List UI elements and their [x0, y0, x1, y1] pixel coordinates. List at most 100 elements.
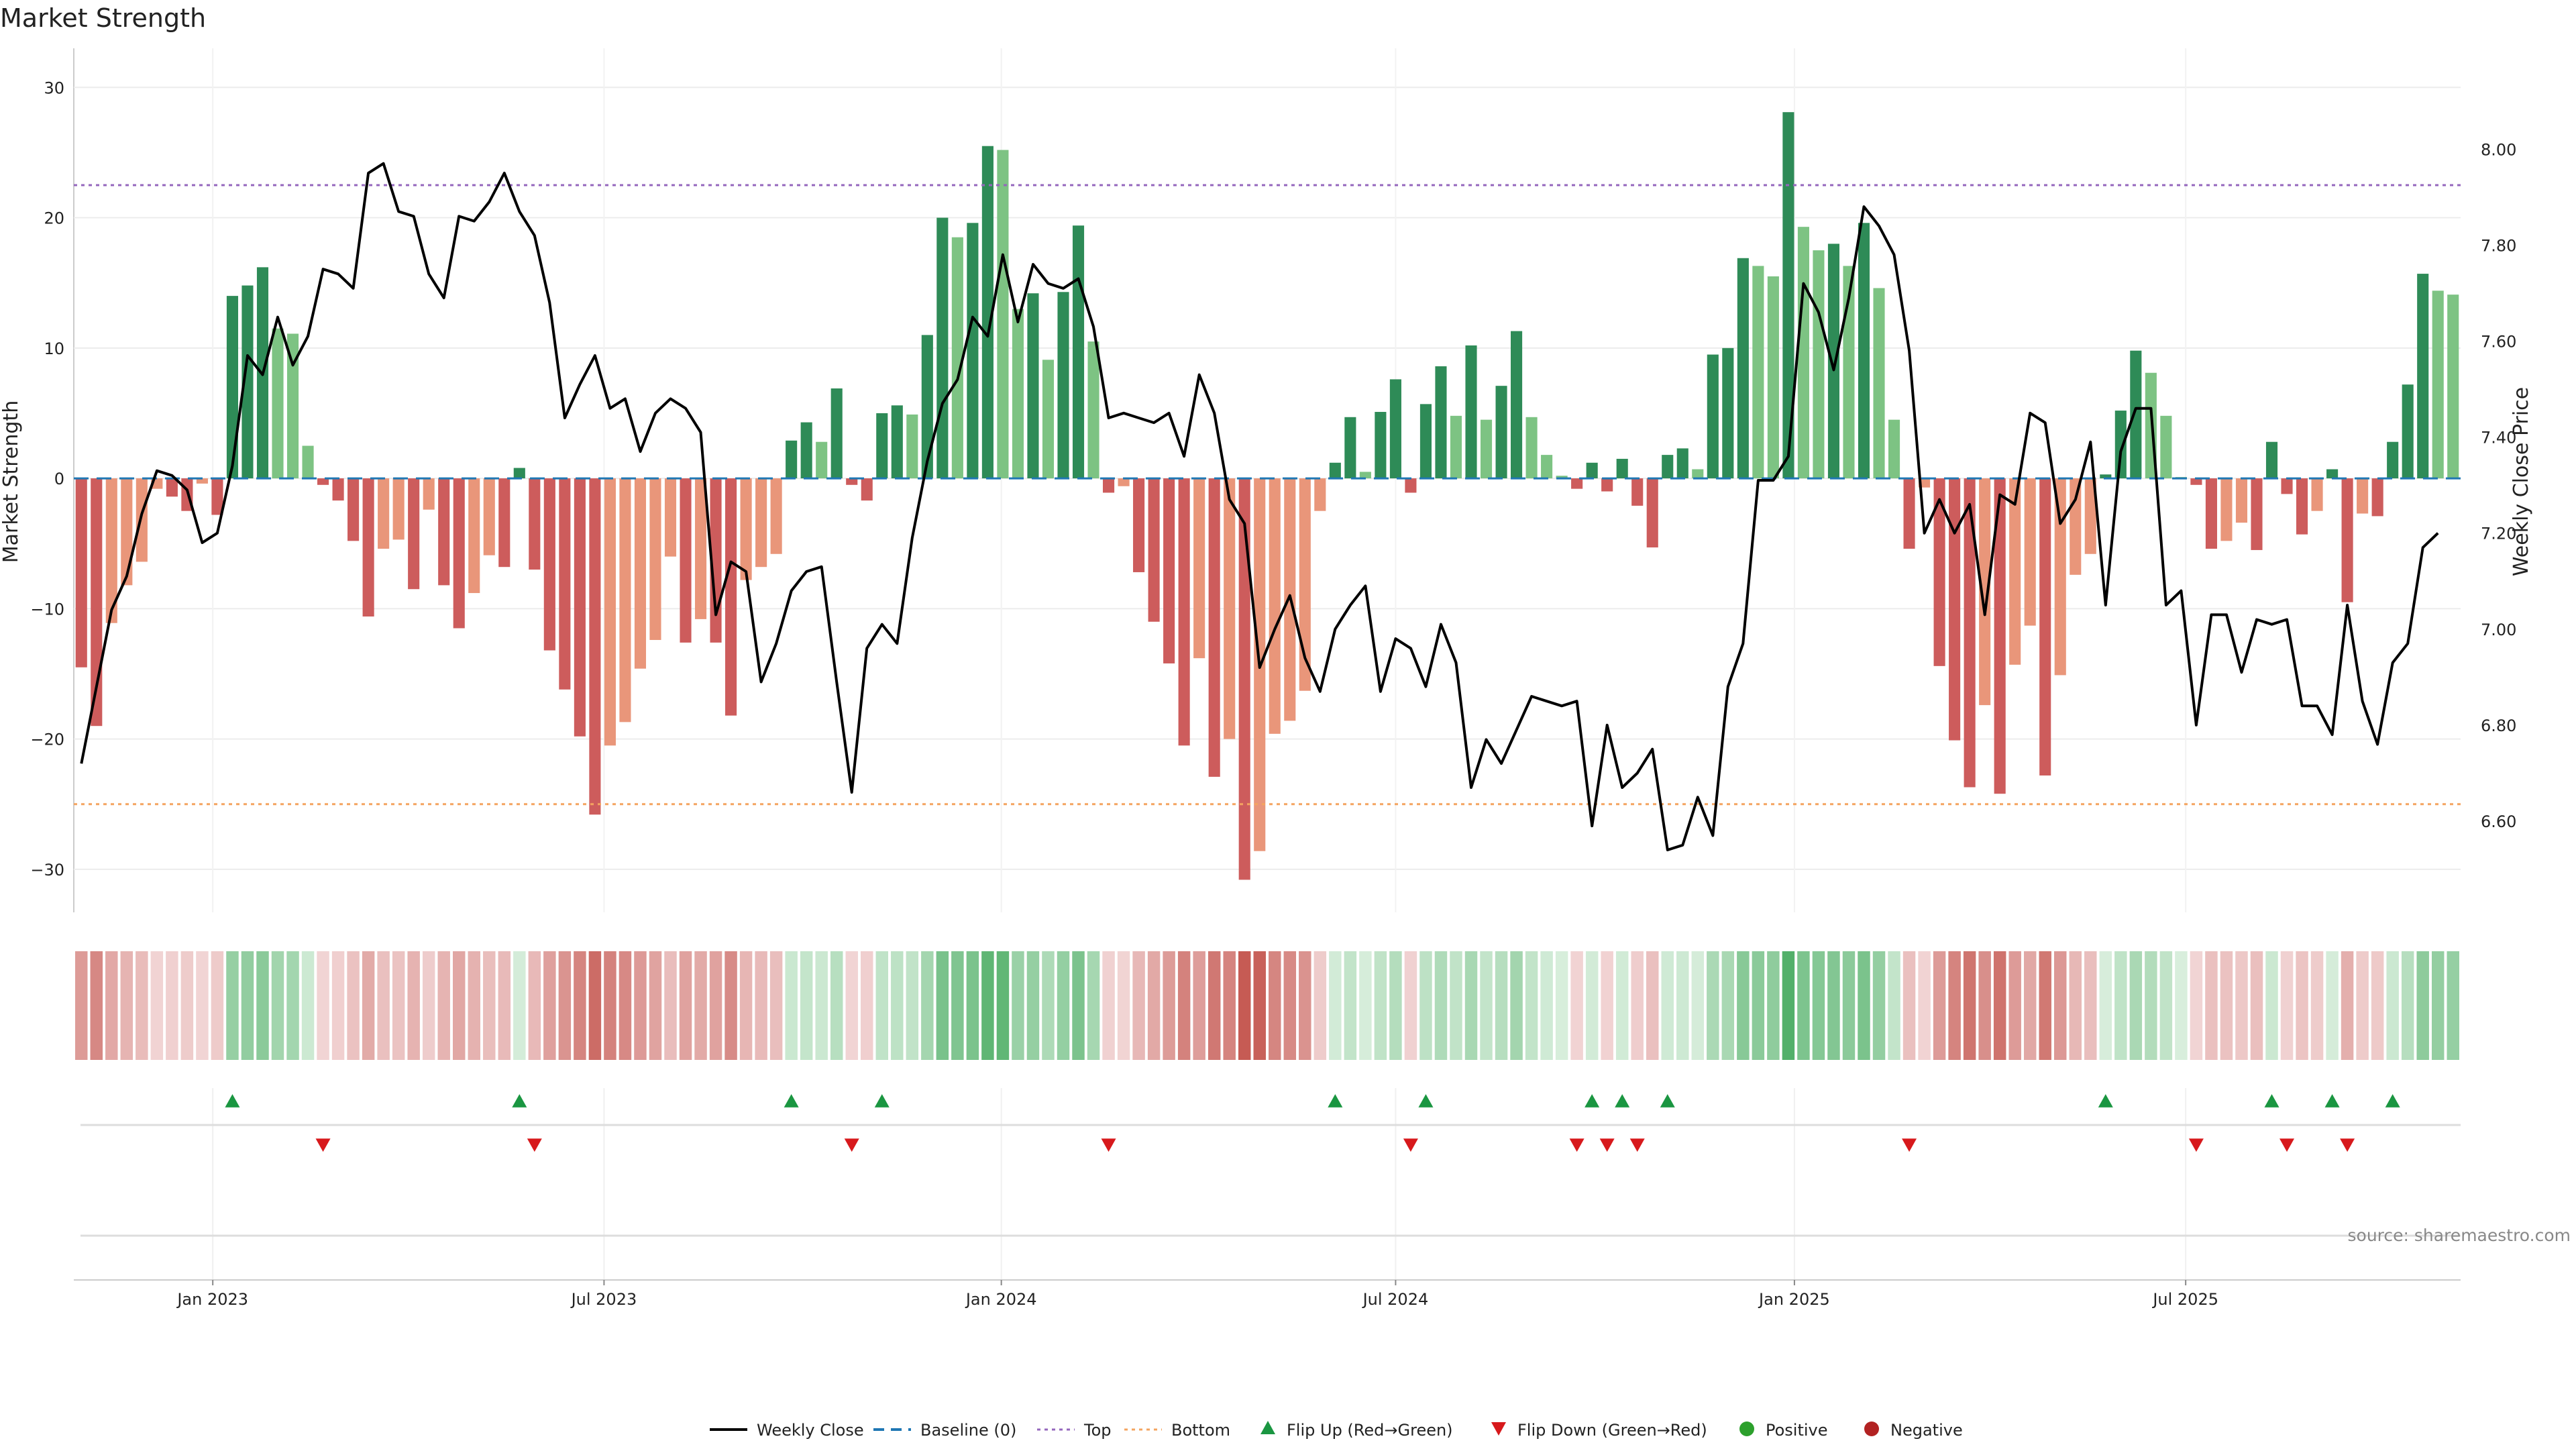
strength-bar	[1903, 478, 1915, 549]
strength-bar	[1163, 478, 1175, 663]
heat-cell	[1223, 951, 1236, 1060]
heat-cell	[331, 951, 345, 1060]
heat-cell	[2069, 951, 2082, 1060]
strength-bar	[2281, 478, 2293, 494]
heat-cell	[1631, 951, 1644, 1060]
weekly-close-series	[80, 162, 2439, 851]
heat-cell	[1495, 951, 1508, 1060]
heat-cell	[2145, 951, 2157, 1060]
flip-down-marker	[2279, 1138, 2295, 1152]
y2-tick-label: 6.60	[2481, 812, 2516, 831]
strength-bar	[1329, 462, 1341, 479]
strength-bar	[574, 478, 586, 737]
heat-cell	[301, 951, 315, 1060]
strength-bar	[1389, 379, 1401, 479]
heat-cell	[1752, 951, 1765, 1060]
legend-label-baseline: Baseline (0)	[920, 1421, 1016, 1440]
heat-cell	[166, 951, 178, 1060]
heat-cell	[1782, 951, 1795, 1060]
y2-tick-label: 8.00	[2481, 140, 2516, 159]
heat-cell	[1269, 951, 1281, 1060]
strength-bar	[1375, 412, 1387, 479]
heat-cell	[468, 951, 480, 1060]
heat-cell	[1902, 951, 1916, 1060]
legend-label-weekly-close: Weekly Close	[757, 1421, 864, 1440]
heat-cell	[785, 951, 798, 1060]
flip-up-marker	[2098, 1094, 2113, 1108]
strength-bar	[1133, 478, 1145, 572]
strength-bar	[2341, 478, 2353, 602]
strength-bar	[1888, 419, 1900, 479]
strength-bar	[967, 223, 979, 479]
heat-cell	[1858, 951, 1870, 1060]
strength-bar	[272, 328, 284, 479]
flip-up-marker	[2264, 1094, 2279, 1108]
strength-bar	[1435, 366, 1447, 479]
strength-bar	[1072, 225, 1085, 479]
x-tick-label: Jul 2024	[1362, 1290, 1429, 1309]
strength-bar	[453, 478, 465, 629]
heat-cell	[588, 951, 602, 1060]
flip-up-marker	[1585, 1094, 1600, 1108]
strength-bar	[1012, 309, 1024, 479]
strength-bar	[1994, 478, 2006, 794]
heat-cell	[90, 951, 103, 1060]
heat-cell	[1117, 951, 1130, 1060]
heat-cell	[2447, 951, 2459, 1060]
strength-bar	[1722, 347, 1734, 479]
heat-cell	[891, 951, 904, 1060]
heat-cell	[392, 951, 405, 1060]
heat-cell	[1329, 951, 1342, 1060]
heat-cell	[136, 951, 148, 1060]
strength-bar	[1933, 478, 1945, 666]
heat-cell	[921, 951, 934, 1060]
flip-up-marker	[1328, 1094, 1343, 1108]
heat-cell	[861, 951, 873, 1060]
strength-bar	[694, 478, 707, 619]
heat-cell	[1359, 951, 1372, 1060]
strength-bar	[75, 478, 87, 667]
strength-bar	[891, 405, 903, 479]
strength-bar	[1737, 258, 1749, 479]
heat-cell	[1872, 951, 1886, 1060]
strength-bar	[1843, 266, 1855, 479]
strength-bar	[649, 478, 661, 640]
strength-bar	[2220, 478, 2233, 541]
strength-bar	[740, 478, 752, 580]
strength-bar	[559, 478, 571, 690]
heat-cell	[2129, 951, 2143, 1060]
strength-bar	[1827, 244, 1840, 479]
heat-cell	[286, 951, 299, 1060]
flip-up-marker	[225, 1094, 240, 1108]
strength-bar	[2296, 478, 2308, 535]
heat-cell	[574, 951, 586, 1060]
heat-cell	[105, 951, 118, 1060]
strength-bar	[2009, 478, 2021, 665]
strength-bar	[1057, 292, 1069, 479]
flip-down-marker	[527, 1138, 542, 1152]
heat-cell	[407, 951, 420, 1060]
heat-cell	[1948, 951, 1961, 1060]
strength-bar	[2039, 478, 2051, 776]
strength-bar	[725, 478, 737, 716]
strength-bar	[1646, 478, 1658, 548]
heat-cell	[1842, 951, 1856, 1060]
strength-bar	[1662, 455, 1674, 479]
heat-cell	[996, 951, 1010, 1060]
heat-cell	[2296, 951, 2308, 1060]
flip-up-marker	[1660, 1094, 1675, 1108]
legend-positive-swatch	[1739, 1421, 1754, 1436]
strength-bar	[1118, 478, 1130, 486]
flip-up-marker	[1615, 1094, 1630, 1108]
strength-bar	[166, 478, 178, 497]
heat-cell	[1177, 951, 1191, 1060]
heat-cell	[1012, 951, 1024, 1060]
flip-up-marker	[2385, 1094, 2400, 1108]
y2-tick-label: 7.40	[2481, 429, 2516, 447]
heat-cell	[1344, 951, 1357, 1060]
strength-bar	[392, 478, 405, 540]
heat-cell	[558, 951, 572, 1060]
y2-axis-title: Weekly Close Price	[2510, 387, 2533, 576]
strength-bar	[1782, 112, 1794, 479]
legend-label-top: Top	[1083, 1421, 1112, 1440]
